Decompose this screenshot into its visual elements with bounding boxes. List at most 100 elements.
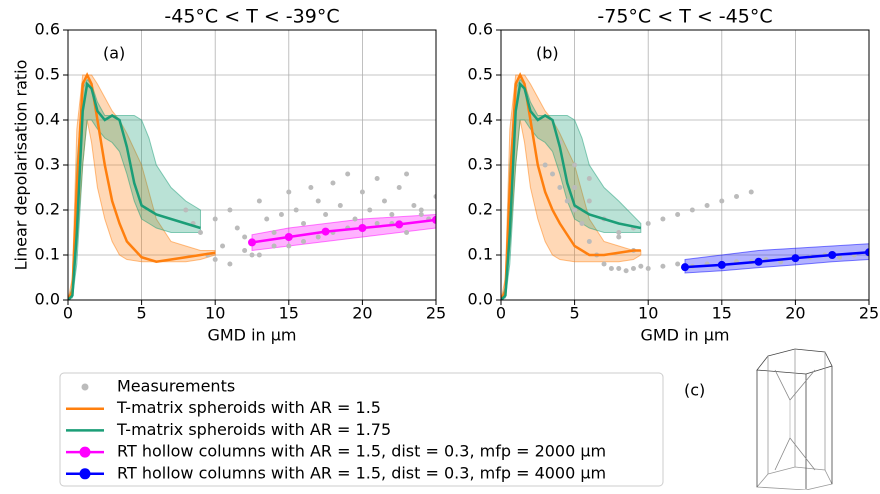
legend-marker	[79, 468, 91, 480]
series-line	[501, 72, 641, 300]
x-tick-label: 0	[496, 304, 506, 323]
plot-area	[68, 72, 436, 300]
measurement-point	[264, 216, 270, 222]
measurement-point	[616, 230, 622, 235]
legend-marker	[81, 383, 89, 391]
uncertainty-band	[501, 74, 642, 300]
measurement-point	[623, 268, 629, 274]
legend-box	[59, 372, 664, 487]
measurement-point	[572, 162, 578, 168]
legend-label: Measurements	[117, 377, 235, 396]
measurement-point	[271, 230, 277, 235]
hollow-column	[756, 348, 833, 491]
measurement-point	[345, 171, 351, 177]
measurement-point	[212, 257, 218, 262]
measurement-point	[242, 248, 248, 253]
x-tick-label: 25	[426, 304, 446, 323]
measurement-point	[689, 207, 695, 213]
y-tick-label: 0.2	[35, 200, 60, 219]
measurement-point	[323, 212, 329, 217]
x-tick-label: 15	[712, 304, 732, 323]
series-line	[68, 72, 216, 300]
measurement-point	[183, 207, 189, 213]
measurement-point	[675, 261, 681, 267]
uncertainty-band	[684, 243, 869, 274]
y-tick-label: 0.0	[35, 290, 60, 309]
plot-area	[501, 72, 869, 300]
measurement-point	[418, 212, 424, 217]
legend-marker	[79, 446, 91, 458]
series-marker	[432, 215, 436, 224]
measurement-point	[586, 198, 592, 204]
series-marker	[754, 257, 763, 266]
measurement-point	[278, 212, 284, 217]
series-marker	[865, 248, 869, 257]
measurement-point	[550, 171, 556, 177]
measurement-point	[359, 189, 365, 195]
y-tick-label: 0.1	[35, 245, 60, 264]
y-tick-label: 0.0	[468, 290, 493, 309]
measurement-point	[367, 207, 373, 213]
measurement-point	[411, 203, 417, 208]
series-marker	[791, 254, 800, 263]
panel-label: (c)	[684, 381, 705, 400]
y-tick-label: 0.4	[468, 110, 493, 129]
series-line	[68, 81, 201, 300]
measurement-point	[660, 216, 666, 222]
measurement-point	[704, 203, 710, 208]
series-marker	[321, 227, 330, 236]
y-tick-label: 0.3	[35, 155, 60, 174]
y-tick-label: 0.4	[35, 110, 60, 129]
measurement-point	[645, 266, 651, 271]
series-marker	[681, 263, 689, 272]
measurement-point	[301, 221, 307, 226]
y-tick-label: 0.6	[35, 20, 60, 39]
measurement-point	[330, 180, 336, 186]
measurement-point	[564, 198, 570, 204]
measurement-point	[404, 171, 410, 177]
measurement-point	[381, 198, 387, 204]
measurement-point	[418, 207, 424, 213]
measurement-point	[315, 198, 321, 204]
measurement-point	[315, 234, 321, 240]
x-tick-label: 20	[785, 304, 805, 323]
measurement-point	[837, 254, 843, 260]
x-axis-label: GMD in µm	[640, 326, 729, 345]
series-marker	[717, 260, 726, 269]
x-axis-label: GMD in µm	[207, 326, 296, 345]
series-marker	[284, 233, 293, 241]
measurement-point	[271, 243, 277, 249]
measurement-point	[748, 189, 754, 195]
measurement-point	[734, 194, 740, 199]
measurement-point	[645, 221, 651, 226]
series-marker	[395, 220, 404, 229]
y-tick-label: 0.3	[468, 155, 493, 174]
measurement-point	[601, 261, 607, 267]
measurement-point	[227, 207, 233, 213]
measurement-point	[572, 185, 578, 190]
measurement-point	[293, 207, 299, 213]
measurement-point	[630, 266, 636, 271]
measurement-point	[557, 185, 563, 190]
legend-label: T-matrix spheroids with AR = 1.75	[116, 420, 391, 439]
x-tick-label: 10	[638, 304, 658, 323]
panel-label: (b)	[536, 44, 559, 63]
measurement-point	[572, 207, 578, 213]
chart-title: -75°C < T < -45°C	[597, 6, 772, 28]
measurement-point	[256, 252, 262, 258]
measurement-point	[197, 230, 203, 235]
y-tick-label: 0.5	[468, 65, 493, 84]
series-marker	[248, 238, 256, 247]
legend-label: RT hollow columns with AR = 1.5, dist = …	[117, 463, 606, 482]
measurement-point	[542, 162, 548, 168]
plot-frame	[500, 29, 870, 301]
x-tick-label: 15	[279, 304, 299, 323]
measurement-point	[256, 198, 262, 204]
measurement-point	[242, 234, 248, 240]
measurement-point	[374, 221, 380, 226]
measurement-point	[638, 263, 644, 269]
series-marker	[358, 224, 367, 232]
x-tick-label: 10	[205, 304, 225, 323]
series-marker	[828, 251, 837, 259]
